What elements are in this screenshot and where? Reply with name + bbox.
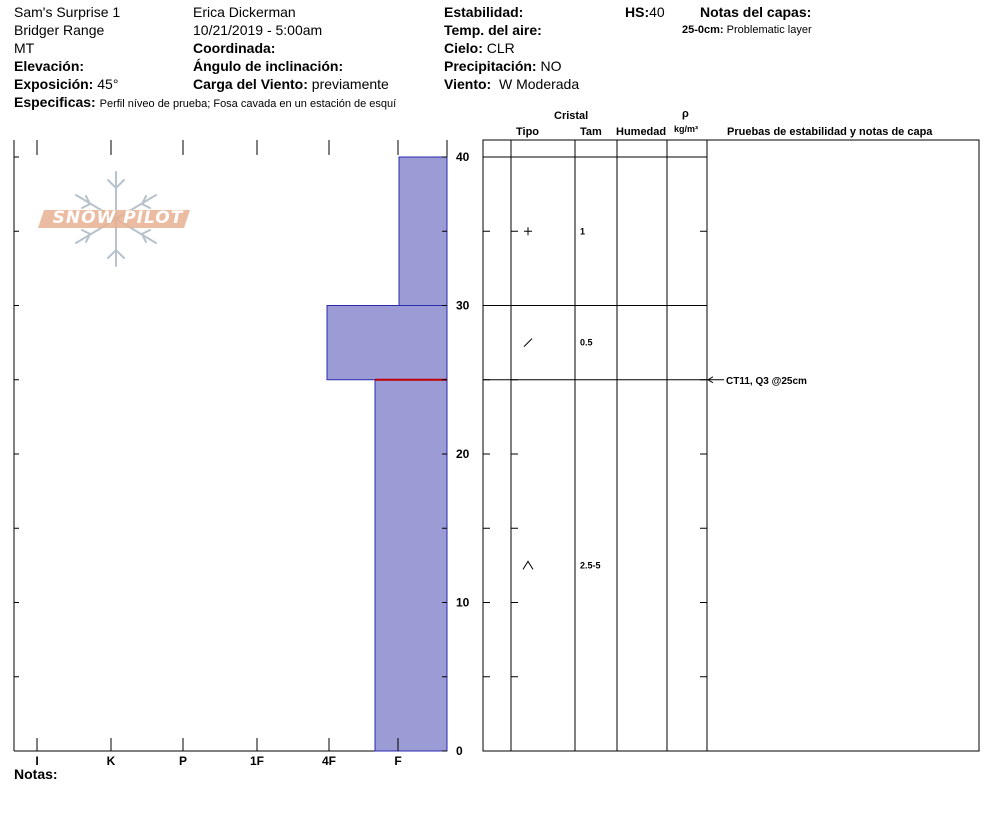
hs-label: HS:	[625, 4, 650, 20]
hardness-bar	[326, 305, 448, 381]
hardness-bar	[398, 156, 448, 306]
height-axis: 40 30 20 10 0	[14, 150, 707, 758]
hardness-label: K	[107, 754, 116, 768]
cristal-header: Cristal	[554, 110, 589, 122]
hardness-label: 4F	[322, 754, 336, 768]
density-symbol: ρ	[682, 108, 689, 120]
hs-row: HS:40	[625, 4, 665, 20]
crystal-table-frame	[482, 139, 980, 752]
hardness-label: 1F	[250, 754, 264, 768]
precip-label: Precipitación:	[444, 58, 537, 74]
depth-hoar-icon	[522, 560, 534, 570]
wind-load-row: Carga del Viento: previamente	[193, 76, 389, 92]
sky-value: CLR	[486, 40, 515, 56]
hs-value: 40	[649, 4, 665, 20]
snowflake-icon	[38, 171, 190, 267]
specifics-row: Especificas: Perfil níveo de prueba; Fos…	[14, 94, 396, 111]
stability-label: Estabilidad:	[444, 4, 524, 20]
precip-row: Precipitación: NO	[444, 58, 561, 74]
specifics-value: Perfil níveo de prueba; Fosa cavada en u…	[99, 98, 397, 110]
crystal-size: 1	[580, 226, 585, 236]
exposure-row: Exposición: 45°	[14, 76, 118, 92]
elevation-label: Elevación:	[14, 58, 85, 74]
state-name: MT	[14, 40, 35, 56]
crystal-size: 0.5	[580, 338, 593, 348]
wind-value: W Moderada	[498, 76, 580, 92]
exposure-label: Exposición:	[14, 76, 94, 92]
height-label: 10	[456, 596, 470, 610]
hardness-label: F	[394, 754, 401, 768]
exposure-value: 45°	[97, 76, 119, 92]
tipo-header: Tipo	[516, 126, 540, 138]
tam-header: Tam	[580, 126, 602, 138]
observer-name: Erica Dickerman	[193, 4, 296, 20]
range-name: Bridger Range	[14, 22, 105, 38]
air-temp-label: Temp. del aire:	[444, 22, 542, 38]
wind-row: Viento: W Moderada	[444, 76, 579, 92]
notes-label: Notas:	[14, 766, 58, 782]
wind-load-value: previamente	[311, 76, 389, 92]
tests-header: Pruebas de estabilidad y notas de capa	[727, 126, 933, 138]
layer-boundaries	[483, 156, 707, 381]
precip-value: NO	[540, 58, 562, 74]
sky-row: Cielo: CLR	[444, 40, 515, 56]
humedad-header: Humedad	[616, 126, 667, 138]
hardness-bar	[374, 379, 448, 752]
logo-text: SNOW PILOT	[52, 208, 184, 228]
hardness-bars	[326, 156, 448, 752]
specifics-label: Especificas:	[14, 94, 96, 110]
hardness-label: I	[35, 754, 38, 768]
location-name: Sam's Surprise 1	[14, 4, 121, 20]
arrow-left-icon	[707, 376, 714, 384]
stability-tests: CT11, Q3 @25cm	[707, 376, 807, 387]
decomposing-fragment-icon	[523, 338, 533, 347]
density-unit: kg/m³	[674, 124, 699, 134]
slope-angle-label: Ángulo de inclinación:	[193, 58, 344, 74]
crystal-rows: 1 0.5 2.5-5	[522, 226, 601, 570]
observation-datetime: 10/21/2019 - 5:00am	[193, 22, 323, 38]
wind-load-label: Carga del Viento:	[193, 76, 308, 92]
height-label: 40	[456, 150, 470, 164]
snowpilot-logo: SNOW PILOT	[38, 170, 194, 270]
crystal-size: 2.5-5	[580, 560, 601, 570]
layer-note-range: 25-0cm:	[682, 24, 724, 36]
hardness-label: P	[179, 754, 187, 768]
layer-notes-title: Notas del capas:	[700, 4, 812, 20]
coordinate-label: Coordinada:	[193, 40, 276, 56]
height-label: 20	[456, 447, 470, 461]
hardness-ticks: I K P 1F 4F F	[35, 140, 402, 768]
sky-label: Cielo:	[444, 40, 483, 56]
height-label: 30	[456, 299, 470, 313]
height-label: 0	[456, 744, 463, 758]
test-result-label: CT11, Q3 @25cm	[726, 376, 807, 387]
layer-note-text: Problematic layer	[726, 24, 812, 36]
layer-note: 25-0cm: Problematic layer	[682, 24, 812, 37]
wind-label: Viento:	[444, 76, 492, 92]
